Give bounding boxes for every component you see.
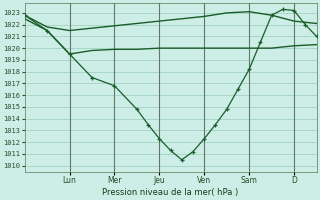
X-axis label: Pression niveau de la mer( hPa ): Pression niveau de la mer( hPa ) bbox=[102, 188, 239, 197]
